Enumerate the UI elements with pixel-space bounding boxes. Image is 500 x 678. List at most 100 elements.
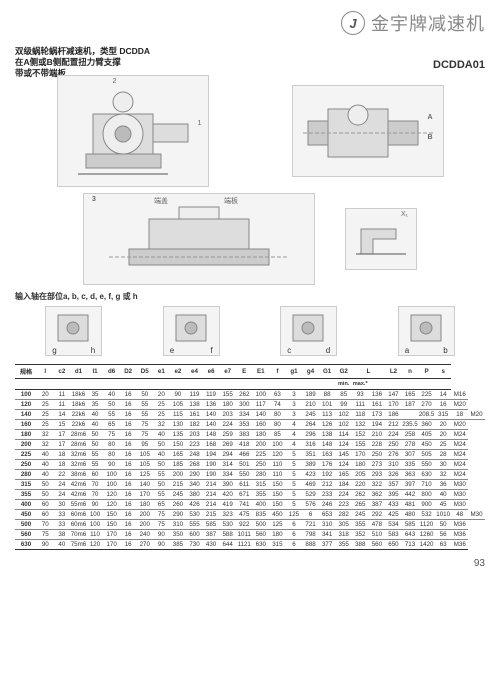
table-cell: 560 — [15, 530, 37, 540]
col-header: s — [435, 365, 452, 379]
table-cell: 75 — [153, 510, 170, 520]
table-cell: 160 — [253, 420, 270, 430]
table-cell: 888 — [302, 540, 319, 550]
table-cell: 75 — [103, 430, 120, 440]
table-cell: 165 — [170, 450, 187, 460]
table-cell: 282 — [335, 510, 352, 520]
table-cell: 42m6 — [70, 480, 87, 490]
table-cell: 85 — [335, 390, 352, 400]
table-cell: 32m6 — [70, 460, 87, 470]
table-cell: 170 — [103, 540, 120, 550]
table-cell: 16 — [120, 440, 137, 450]
table-cell: 225 — [418, 390, 435, 400]
table-cell: 80 — [269, 410, 286, 420]
callout-3: 3 — [92, 196, 96, 203]
table-cell: 418 — [236, 440, 253, 450]
col-subheader — [253, 379, 270, 390]
table-cell: 65 — [153, 500, 170, 510]
table-cell: 3 — [286, 410, 303, 420]
table-cell: 6 — [286, 530, 303, 540]
table-cell: 50 — [37, 490, 54, 500]
table-cell: 259 — [219, 430, 236, 440]
table-cell: M16 — [451, 390, 468, 400]
col-subheader — [103, 379, 120, 390]
table-cell: M24 — [451, 460, 468, 470]
table-cell: 388 — [352, 540, 369, 550]
table-cell: 16 — [120, 500, 137, 510]
col-header: d6 — [103, 365, 120, 379]
table-cell: 585 — [402, 520, 419, 530]
table-cell: 270 — [418, 400, 435, 410]
table-cell: 550 — [236, 470, 253, 480]
table-cell: 355 — [15, 490, 37, 500]
table-cell: 180 — [15, 430, 37, 440]
table-cell: 334 — [236, 410, 253, 420]
table-cell: 138 — [319, 430, 336, 440]
table-cell: 32m6 — [70, 450, 87, 460]
x1-label: X₁ — [401, 211, 408, 218]
table-cell: 187 — [402, 400, 419, 410]
table-cell: 450 — [15, 510, 37, 520]
table-cell: 140 — [136, 480, 153, 490]
table-cell: 105 — [136, 450, 153, 460]
table-cell: 60 — [87, 470, 104, 480]
table-cell: 314 — [219, 460, 236, 470]
table-cell: 208.5 — [418, 410, 435, 420]
table-cell: 630 — [15, 540, 37, 550]
table-cell: 136 — [369, 390, 386, 400]
table-cell: 40 — [87, 410, 104, 420]
col-header: E — [236, 365, 253, 379]
lbl-d: d — [326, 346, 330, 355]
table-cell: 152 — [352, 430, 369, 440]
table-cell: 32 — [435, 470, 452, 480]
front-view-drawing: 2 1 — [57, 75, 209, 187]
table-cell: 70 — [87, 480, 104, 490]
table-cell: 290 — [186, 470, 203, 480]
table-cell: 280 — [253, 470, 270, 480]
table-cell: 600 — [186, 530, 203, 540]
table-cell: 194 — [203, 450, 220, 460]
table-cell: 276 — [385, 450, 402, 460]
table-cell: 268 — [186, 460, 203, 470]
callout-1: 1 — [198, 120, 202, 127]
table-cell: 6 — [302, 510, 319, 520]
table-cell: 48 — [451, 510, 468, 520]
table-cell: 125 — [269, 520, 286, 530]
col-subheader — [15, 379, 37, 390]
table-cell: 184 — [335, 480, 352, 490]
col-header: e4 — [186, 365, 203, 379]
table-cell: 24 — [54, 490, 71, 500]
table-cell: 576 — [302, 500, 319, 510]
table-cell: 124 — [335, 440, 352, 450]
table-cell: 323 — [219, 510, 236, 520]
table-row: 315502442m670100161405021534021439061131… — [15, 480, 485, 490]
table-cell: 3 — [286, 400, 303, 410]
table-cell: 315 — [15, 480, 37, 490]
table-cell: 80 — [269, 420, 286, 430]
table-cell: 212 — [319, 480, 336, 490]
table-cell: 530 — [186, 510, 203, 520]
table-cell: 136 — [203, 400, 220, 410]
table-cell: 721 — [302, 520, 319, 530]
table-cell: 246 — [319, 500, 336, 510]
table-cell: M30 — [451, 480, 468, 490]
table-cell: 25 — [435, 440, 452, 450]
table-cell: 38m6 — [70, 470, 87, 480]
dimensions-table: 规格lc2d1l1d6D2D5e1e2e4e6e7EE1fg1g4G1G2LL2… — [15, 364, 485, 550]
table-row: 355502442m670120161705524538021442067135… — [15, 490, 485, 500]
table-cell: 380 — [186, 490, 203, 500]
table-cell: 713 — [402, 540, 419, 550]
table-cell: 316 — [302, 440, 319, 450]
table-cell: 290 — [170, 510, 187, 520]
table-cell: 5 — [286, 490, 303, 500]
table-cell: 355 — [352, 520, 369, 530]
table-cell: 405 — [418, 430, 435, 440]
table-cell: 555 — [186, 520, 203, 530]
table-cell: 120 — [269, 450, 286, 460]
table-cell: 270 — [136, 540, 153, 550]
table-cell: 50 — [136, 390, 153, 400]
table-cell: 63 — [435, 540, 452, 550]
table-row: 500703360m610015016200753105555855309225… — [15, 520, 485, 530]
table-cell: 466 — [236, 450, 253, 460]
table-cell: 5 — [286, 460, 303, 470]
